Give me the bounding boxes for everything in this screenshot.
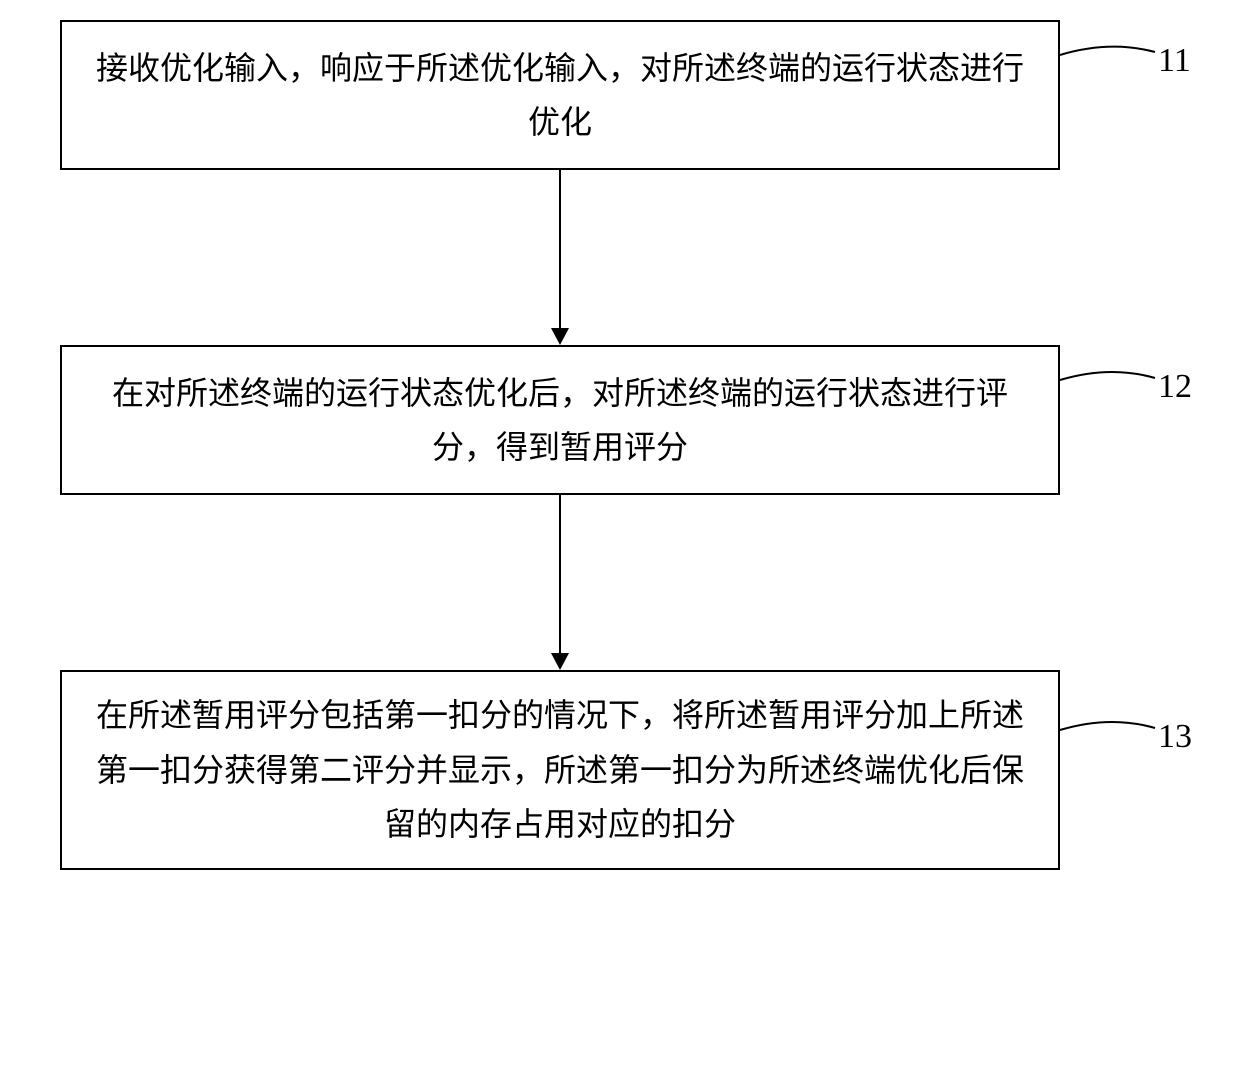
arrow-1-to-2 bbox=[60, 170, 1060, 345]
arrow-2-to-3 bbox=[60, 495, 1060, 670]
step-1-text: 接收优化输入，响应于所述优化输入，对所述终端的运行状态进行优化 bbox=[92, 41, 1028, 150]
flowchart-step-2: 在对所述终端的运行状态优化后，对所述终端的运行状态进行评分，得到暂用评分 bbox=[60, 345, 1060, 495]
step-3-label: 13 bbox=[1158, 718, 1192, 756]
arrow-icon bbox=[545, 495, 575, 670]
step-2-label: 12 bbox=[1158, 368, 1192, 406]
flowchart-container: 接收优化输入，响应于所述优化输入，对所述终端的运行状态进行优化 在对所述终端的运… bbox=[60, 20, 1180, 870]
flowchart-step-3: 在所述暂用评分包括第一扣分的情况下，将所述暂用评分加上所述第一扣分获得第二评分并… bbox=[60, 670, 1060, 870]
step-2-text: 在对所述终端的运行状态优化后，对所述终端的运行状态进行评分，得到暂用评分 bbox=[92, 366, 1028, 475]
flowchart-step-1: 接收优化输入，响应于所述优化输入，对所述终端的运行状态进行优化 bbox=[60, 20, 1060, 170]
arrow-icon bbox=[545, 170, 575, 345]
step-1-label: 11 bbox=[1158, 42, 1191, 80]
step-3-text: 在所述暂用评分包括第一扣分的情况下，将所述暂用评分加上所述第一扣分获得第二评分并… bbox=[92, 688, 1028, 851]
